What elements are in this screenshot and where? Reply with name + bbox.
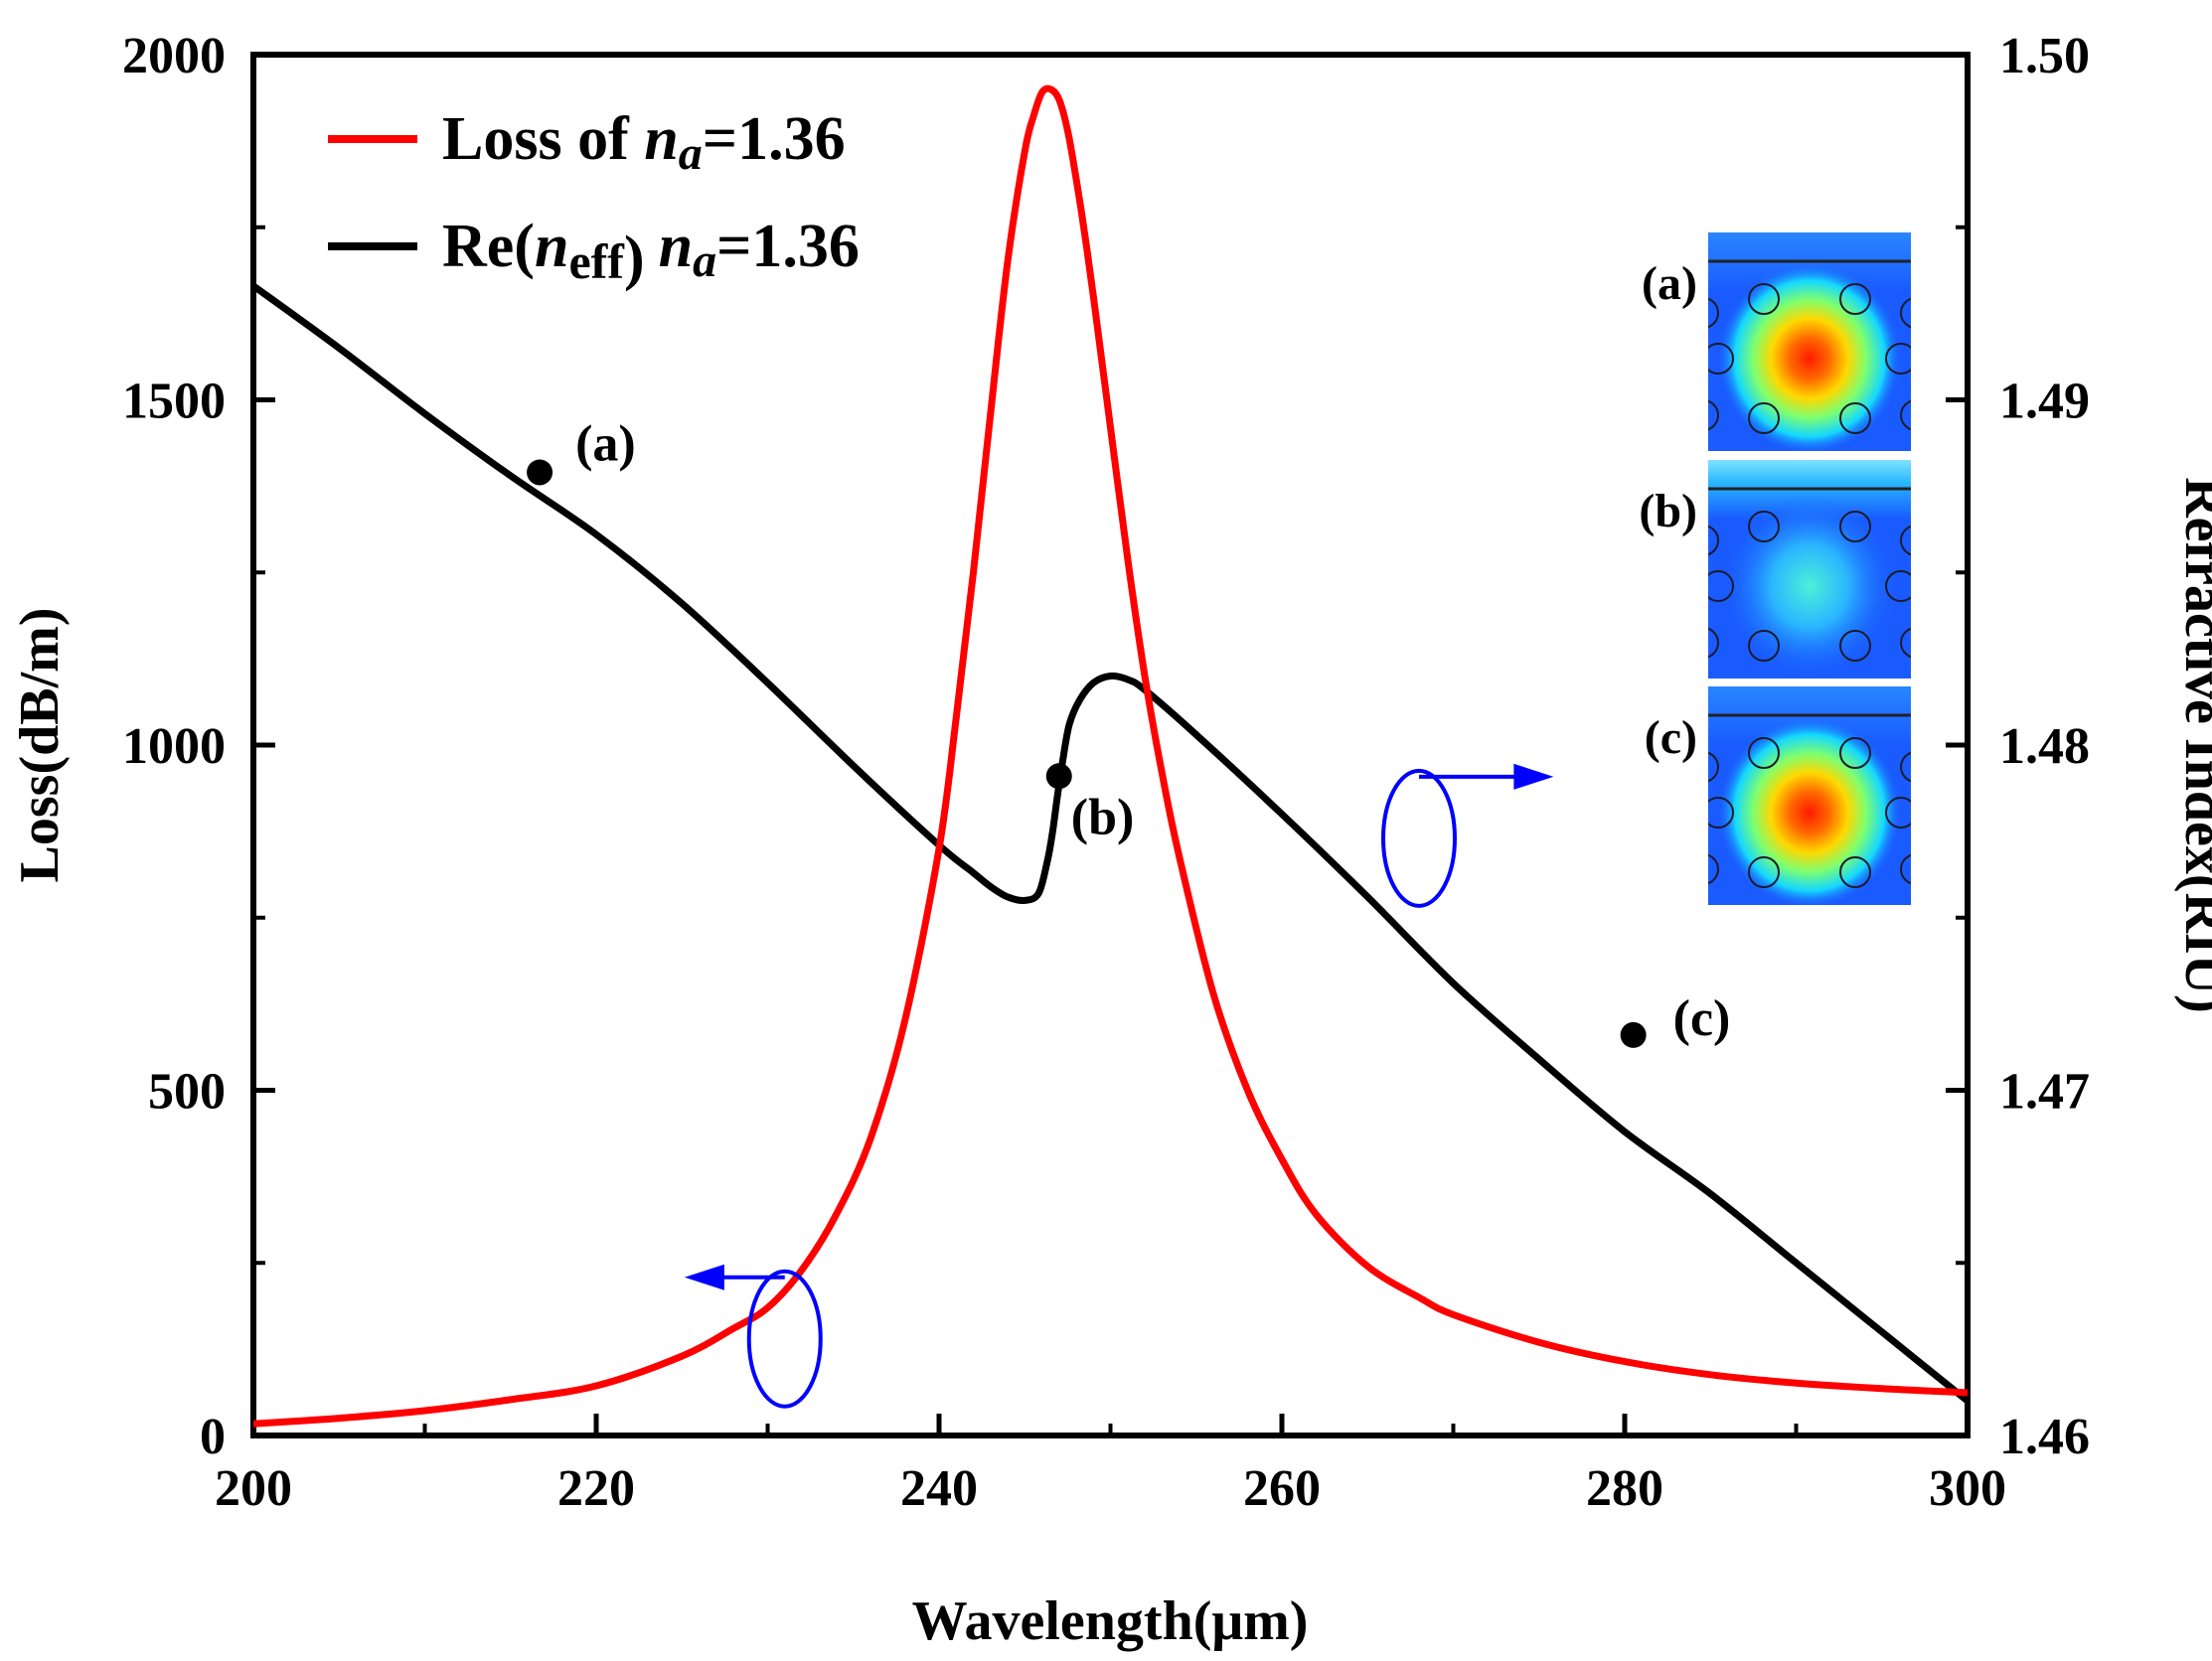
panel-border <box>1706 684 1913 907</box>
marker-label: (b) <box>1071 789 1135 845</box>
y-left-axis-title: Loss(dB/m) <box>9 608 71 883</box>
panel-air-hole <box>1885 797 1912 829</box>
inset-panel-label: (b) <box>1639 485 1697 537</box>
y-left-tick-label: 2000 <box>122 28 226 84</box>
x-tick-label: 280 <box>1586 1460 1663 1517</box>
legend-neff-close: ) <box>624 225 645 292</box>
legend-neff-n: n <box>535 213 568 280</box>
panel-air-hole <box>1900 751 1912 783</box>
panel-air-hole <box>1707 399 1719 431</box>
panel-air-hole <box>1900 399 1912 431</box>
panel-air-hole <box>1707 797 1734 829</box>
panel-air-hole <box>1900 853 1912 885</box>
panel-core-field <box>1718 263 1901 452</box>
y-left-tick-label: 1000 <box>122 718 226 775</box>
y-left-tick-label: 1500 <box>122 374 226 430</box>
y-right-axis-ticks: 1.46 1.47 1.48 1.49 1.50 <box>1946 28 2090 1465</box>
panel-air-hole <box>1885 570 1912 602</box>
panel-air-hole <box>1839 737 1871 769</box>
x-tick-label: 300 <box>1929 1460 2006 1517</box>
y-right-tick-label: 1.50 <box>1999 28 2090 84</box>
legend-neff-na-sub: a <box>693 234 716 287</box>
marker-label: (a) <box>575 415 636 472</box>
panel-air-hole <box>1839 630 1871 662</box>
y-right-tick-label: 1.49 <box>1999 374 2090 430</box>
mode-field-panel <box>1707 685 1912 906</box>
panel-air-hole <box>1839 283 1871 315</box>
legend-loss-suffix: =1.36 <box>703 105 846 173</box>
legend-loss-sub: a <box>679 127 703 180</box>
mode-field-inset: (a) (b) (c) <box>1639 230 1913 907</box>
legend-neff-re: Re( <box>442 213 535 280</box>
legend-neff-sub: eff <box>568 233 625 289</box>
legend: Loss of na=1.36 Re(neff) na=1.36 <box>328 105 860 292</box>
panel-air-hole <box>1707 525 1719 556</box>
axis-indicators <box>684 763 1554 1409</box>
panel-core-field <box>1718 717 1901 906</box>
panel-air-hole <box>1839 511 1871 542</box>
panel-air-hole <box>1900 297 1912 329</box>
panel-air-hole <box>1748 283 1780 315</box>
y-right-tick-label: 1.46 <box>1999 1409 2090 1465</box>
axis-indicator-ellipse <box>1381 768 1457 908</box>
axis-indicator-arrowhead <box>684 1264 724 1290</box>
y-right-tick-label: 1.48 <box>1999 718 2090 775</box>
y-left-axis-ticks: 0 500 1000 1500 2000 <box>122 28 275 1465</box>
panel-air-hole <box>1707 853 1719 885</box>
marker-point <box>527 459 553 486</box>
x-tick-label: 260 <box>1243 1460 1321 1517</box>
marker-label: (c) <box>1673 990 1731 1047</box>
panel-air-hole <box>1748 737 1780 769</box>
point-markers: (a) (b) (c) <box>527 415 1731 1048</box>
panel-air-hole <box>1707 627 1719 659</box>
y-right-tick-label: 1.47 <box>1999 1064 2090 1121</box>
y-right-axis-title: Refractive Index(RIU) <box>2173 477 2212 1013</box>
y-left-tick-label: 0 <box>200 1409 226 1465</box>
marker-point <box>1045 763 1072 790</box>
legend-neff-na: n <box>659 213 693 280</box>
x-tick-label: 200 <box>215 1460 292 1517</box>
panel-air-hole <box>1707 343 1734 375</box>
panel-air-hole <box>1900 525 1912 556</box>
mode-field-panel <box>1707 231 1912 452</box>
panel-air-hole <box>1748 630 1780 662</box>
x-tick-label: 240 <box>900 1460 978 1517</box>
panel-air-hole <box>1885 343 1912 375</box>
legend-loss-n: n <box>644 105 678 173</box>
legend-loss-prefix: Loss of <box>442 105 644 173</box>
x-axis-ticks: 200 220 240 260 280 300 <box>215 1414 2006 1517</box>
loss-series-line <box>253 84 1968 1428</box>
inset-panel-label: (c) <box>1645 711 1697 764</box>
mode-field-panel <box>1707 459 1912 680</box>
inset-panel-label: (a) <box>1642 257 1697 310</box>
panel-air-hole <box>1839 402 1871 434</box>
x-tick-label: 220 <box>557 1460 635 1517</box>
y-left-tick-label: 500 <box>148 1064 226 1121</box>
legend-loss-label: Loss of na=1.36 <box>442 105 846 180</box>
panel-border <box>1706 458 1913 680</box>
panel-air-hole <box>1707 751 1719 783</box>
panel-air-hole <box>1748 856 1780 888</box>
panel-air-hole <box>1707 297 1719 329</box>
axis-indicator-ellipse <box>746 1269 823 1409</box>
legend-neff-label: Re(neff) na=1.36 <box>442 213 860 292</box>
x-axis-title: Wavelength(μm) <box>912 1590 1309 1652</box>
panel-air-hole <box>1839 856 1871 888</box>
legend-neff-suffix: =1.36 <box>716 213 860 280</box>
marker-point <box>1620 1021 1647 1048</box>
panel-air-hole <box>1900 627 1912 659</box>
panel-air-hole <box>1748 511 1780 542</box>
panel-air-hole <box>1748 402 1780 434</box>
panel-air-hole <box>1707 570 1734 602</box>
axis-indicator-arrowhead <box>1513 763 1554 790</box>
panel-border <box>1706 230 1913 453</box>
